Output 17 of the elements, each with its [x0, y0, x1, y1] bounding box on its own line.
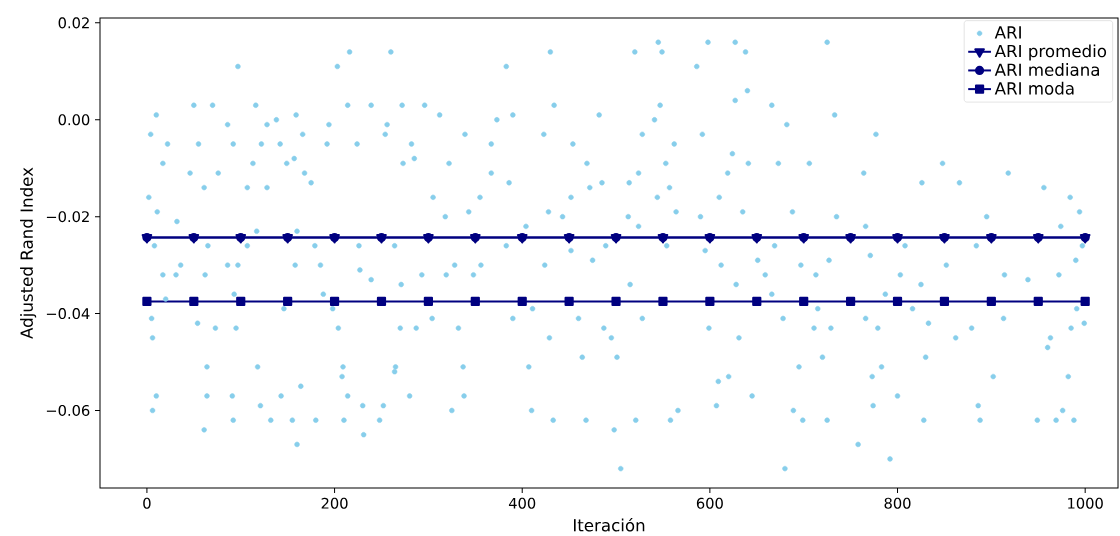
x-tick-label: 200 — [321, 497, 348, 509]
legend-label: ARI — [994, 26, 1021, 39]
y-tick-label: −0.04 — [46, 308, 90, 320]
y-tick-label: −0.02 — [46, 211, 89, 223]
x-tick-label: 1000 — [1068, 497, 1103, 509]
y-axis-title: Adjusted Rand Index — [20, 167, 37, 339]
x-axis-title: Iteración — [573, 517, 645, 532]
y-tick-label: −0.06 — [46, 404, 90, 417]
x-tick-label: 800 — [884, 497, 911, 509]
x-tick-label: 400 — [508, 497, 536, 509]
x-tick-label: 0 — [143, 497, 151, 509]
legend-label: ARI moda — [994, 81, 1074, 95]
y-tick-label: 0.02 — [58, 17, 89, 29]
legend-label: ARI promedio — [994, 44, 1107, 61]
y-tick-label: 0.00 — [58, 114, 90, 126]
legend-label: ARI mediana — [994, 63, 1099, 77]
x-tick-label: 600 — [696, 497, 723, 509]
